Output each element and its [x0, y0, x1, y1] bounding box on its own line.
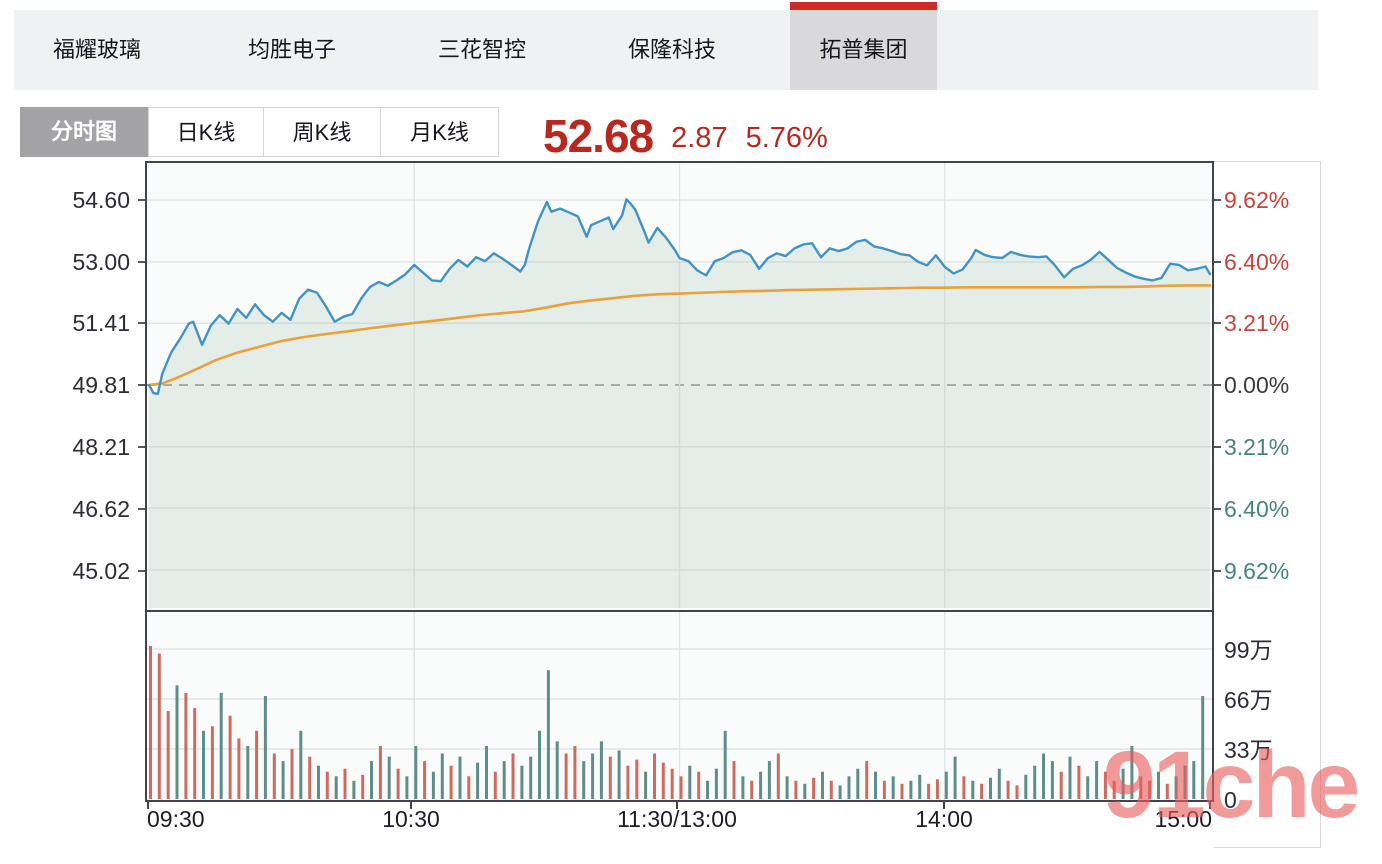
axis-tick — [138, 199, 145, 201]
volume-chart — [147, 612, 1212, 800]
selected-tab-accent-bar — [790, 2, 937, 10]
y-percent-label-down: 3.21% — [1224, 434, 1290, 460]
tab-monthly-kline[interactable]: 月K线 — [380, 107, 499, 157]
tab-weekly-kline[interactable]: 周K线 — [263, 107, 381, 157]
percent-change: 5.76% — [745, 122, 828, 155]
stock-tab-fuyao-glass[interactable]: 福耀玻璃 — [52, 37, 141, 62]
y-percent-label-up: 6.40% — [1224, 249, 1290, 275]
tab-minute-chart[interactable]: 分时图 — [20, 107, 148, 157]
y-percent-label-up: 9.62% — [1224, 187, 1290, 213]
x-time-label: 09:30 — [147, 806, 205, 832]
stock-tabbar: 福耀玻璃 均胜电子 三花智控 保隆科技 拓普集团 — [14, 10, 1318, 90]
chart-frame — [145, 161, 1214, 802]
stock-tab-tuopu-selected[interactable]: 拓普集团 — [790, 10, 937, 90]
axis-tick — [1214, 322, 1221, 324]
x-axis-tick — [147, 800, 149, 809]
volume-label: 99万 — [1224, 637, 1273, 663]
volume-label: 66万 — [1224, 687, 1273, 713]
x-time-label: 10:30 — [382, 806, 440, 832]
axis-tick — [1214, 446, 1221, 448]
y-price-label: 46.62 — [72, 496, 130, 522]
panel-divider — [147, 610, 1212, 612]
axis-tick — [138, 508, 145, 510]
last-price: 52.68 — [543, 110, 654, 162]
axis-tick — [1214, 570, 1221, 572]
axis-tick — [138, 322, 145, 324]
x-time-label: 15:00 — [1154, 806, 1212, 832]
x-time-label: 14:00 — [915, 806, 973, 832]
y-price-label: 51.41 — [72, 310, 130, 336]
x-axis-tick — [943, 800, 945, 809]
y-percent-label-flat: 0.00% — [1224, 372, 1290, 398]
axis-tick — [138, 570, 145, 572]
x-axis-tick — [410, 800, 412, 809]
quote-block: 52.68 2.87 5.76% — [543, 101, 828, 159]
y-percent-label-down: 6.40% — [1224, 496, 1290, 522]
volume-label: 33万 — [1224, 737, 1273, 763]
y-price-label: 48.21 — [72, 434, 130, 460]
x-time-label: 11:30/13:00 — [617, 806, 737, 832]
stock-tab-baolong[interactable]: 保隆科技 — [627, 37, 716, 62]
axis-tick — [138, 261, 145, 263]
y-price-label-prev-close: 49.81 — [72, 372, 130, 398]
axis-tick — [1214, 261, 1221, 263]
x-axis-tick — [1209, 800, 1211, 809]
label-column-border — [1214, 161, 1320, 162]
axis-tick — [1214, 199, 1221, 201]
axis-tick — [1214, 508, 1221, 510]
axis-tick — [138, 384, 145, 386]
y-price-label: 53.00 — [72, 249, 130, 275]
y-percent-label-up: 3.21% — [1224, 310, 1290, 336]
stock-tab-joyson[interactable]: 均胜电子 — [247, 37, 336, 62]
axis-tick — [138, 446, 145, 448]
y-price-label: 45.02 — [72, 558, 130, 584]
y-percent-label-down: 9.62% — [1224, 558, 1290, 584]
tab-daily-kline[interactable]: 日K线 — [148, 107, 264, 157]
y-price-label: 54.60 — [72, 187, 130, 213]
price-chart — [147, 163, 1212, 608]
label-column-border — [1320, 161, 1321, 848]
axis-tick — [1214, 384, 1221, 386]
price-change: 2.87 — [671, 122, 728, 155]
volume-label-zero: 0 — [1224, 787, 1237, 813]
stock-tab-sanhua[interactable]: 三花智控 — [437, 37, 526, 62]
x-axis-tick — [676, 800, 678, 809]
site-watermark: 91che — [1103, 732, 1360, 838]
label-column-border — [1214, 847, 1320, 848]
